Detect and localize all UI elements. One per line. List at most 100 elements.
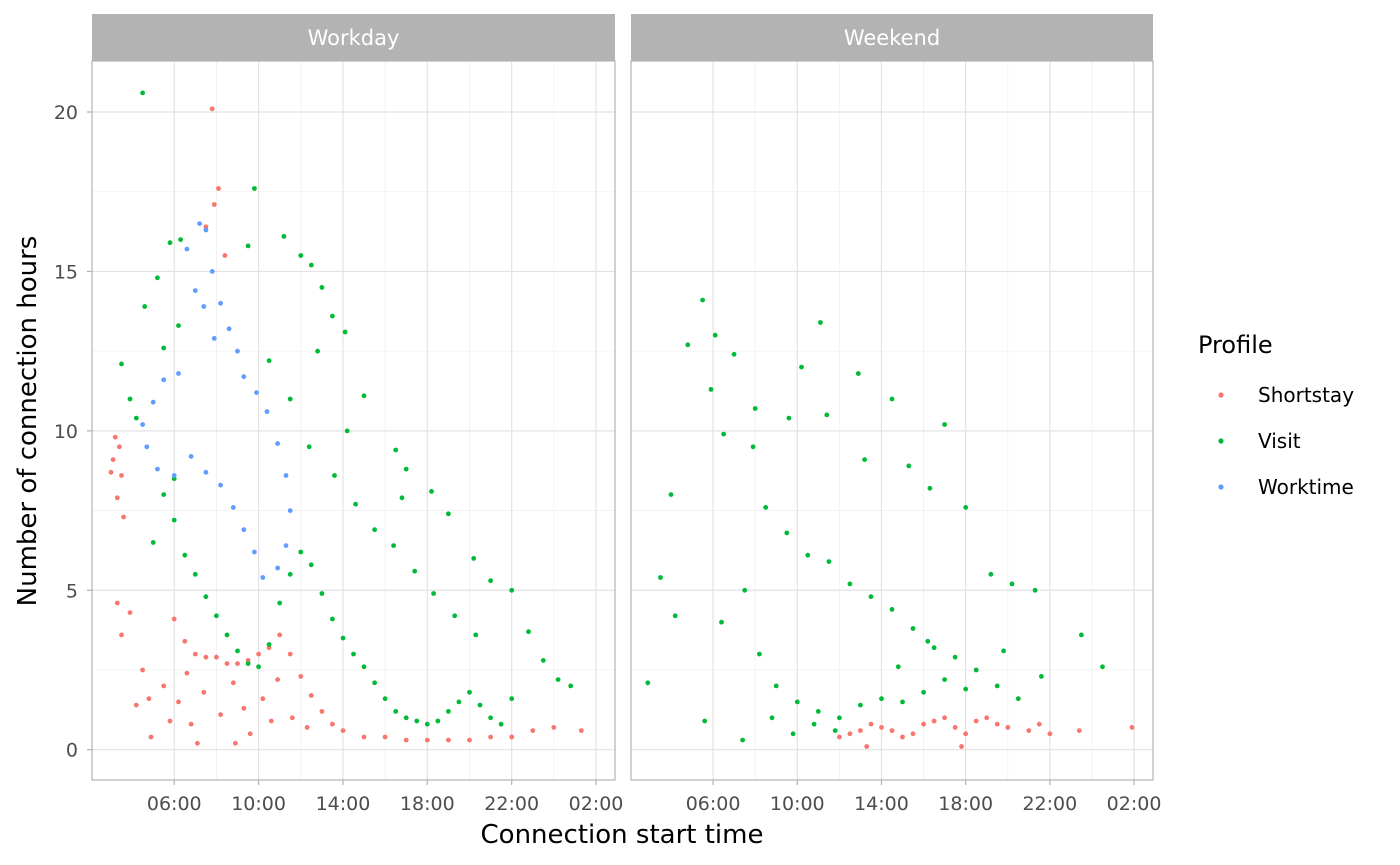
data-point [275, 565, 280, 571]
data-point [530, 728, 536, 733]
data-point [1039, 674, 1044, 679]
data-point [203, 654, 209, 660]
data-point [283, 543, 289, 548]
data-point [1015, 696, 1021, 702]
data-point [942, 677, 947, 682]
data-point [252, 549, 257, 555]
data-point [216, 186, 221, 191]
x-tick-label: 06:00 [147, 793, 202, 815]
x-tick-label: 06:00 [686, 793, 741, 815]
data-point [298, 674, 304, 679]
data-point [298, 253, 304, 258]
data-point [176, 323, 181, 328]
facet-strip [92, 14, 615, 61]
data-point [150, 540, 156, 545]
data-point [847, 731, 853, 737]
data-point [952, 654, 958, 660]
data-point [182, 638, 188, 644]
data-point [277, 600, 283, 606]
data-point [477, 702, 483, 708]
data-point [790, 731, 796, 737]
data-point [224, 661, 230, 666]
data-point [195, 740, 200, 746]
data-point [1026, 728, 1032, 733]
data-point [794, 699, 800, 705]
data-point [233, 740, 238, 746]
data-point [509, 734, 515, 740]
data-point [214, 613, 219, 619]
data-point [178, 237, 184, 243]
data-point [150, 399, 156, 405]
data-point [203, 594, 209, 600]
data-point [757, 651, 762, 657]
data-point [429, 489, 434, 494]
series-visit [119, 90, 574, 727]
x-tick-label: 10:00 [231, 793, 286, 815]
data-point [161, 683, 167, 689]
data-point [121, 514, 126, 520]
data-point [456, 699, 462, 705]
data-point [224, 632, 230, 638]
y-tick-label: 5 [66, 580, 78, 602]
data-point [161, 492, 167, 497]
data-point [551, 725, 557, 730]
data-point [1036, 721, 1042, 727]
data-point [731, 351, 737, 357]
data-point [879, 696, 884, 702]
data-point [910, 626, 916, 631]
data-point [184, 246, 190, 252]
data-point [275, 441, 280, 446]
data-point [526, 629, 531, 635]
data-point [214, 654, 219, 660]
data-point [473, 632, 479, 638]
data-point [391, 543, 396, 548]
legend-label-worktime: Worktime [1258, 475, 1354, 499]
x-tick-label: 10:00 [770, 793, 825, 815]
data-point [403, 737, 409, 743]
data-point [921, 689, 926, 695]
data-point [211, 336, 217, 341]
data-point [818, 320, 823, 325]
x-axis-title: Connection start time [481, 820, 764, 850]
data-point [304, 725, 310, 730]
data-point [488, 578, 493, 584]
data-point [467, 689, 472, 695]
data-point [963, 731, 969, 737]
data-point [412, 568, 418, 574]
data-point [315, 348, 320, 354]
data-point [910, 731, 916, 737]
data-point [256, 664, 261, 670]
panel-background [92, 61, 615, 780]
data-point [140, 667, 146, 673]
data-point [241, 705, 247, 711]
data-point [900, 699, 905, 705]
data-point [446, 511, 451, 517]
data-point [811, 721, 817, 727]
data-point [332, 473, 337, 478]
data-point [1009, 581, 1015, 587]
y-tick-label: 10 [54, 421, 78, 443]
data-point [192, 571, 198, 577]
data-point [769, 715, 775, 721]
data-point [266, 642, 272, 647]
data-point [119, 361, 124, 367]
data-point [161, 377, 167, 383]
data-point [266, 358, 272, 364]
data-point [452, 613, 458, 619]
data-point [283, 473, 289, 478]
data-point [773, 683, 779, 689]
data-point [289, 715, 295, 721]
data-point [858, 702, 863, 708]
data-point [672, 613, 678, 619]
data-point [140, 90, 146, 96]
data-point [488, 715, 493, 721]
data-point [192, 288, 198, 293]
data-point [209, 269, 215, 274]
series-visit [645, 297, 1105, 743]
data-point [906, 463, 912, 469]
data-point [1079, 632, 1084, 638]
data-point [832, 728, 838, 733]
data-point [994, 721, 1000, 727]
data-point [568, 683, 574, 689]
data-point [114, 495, 120, 501]
